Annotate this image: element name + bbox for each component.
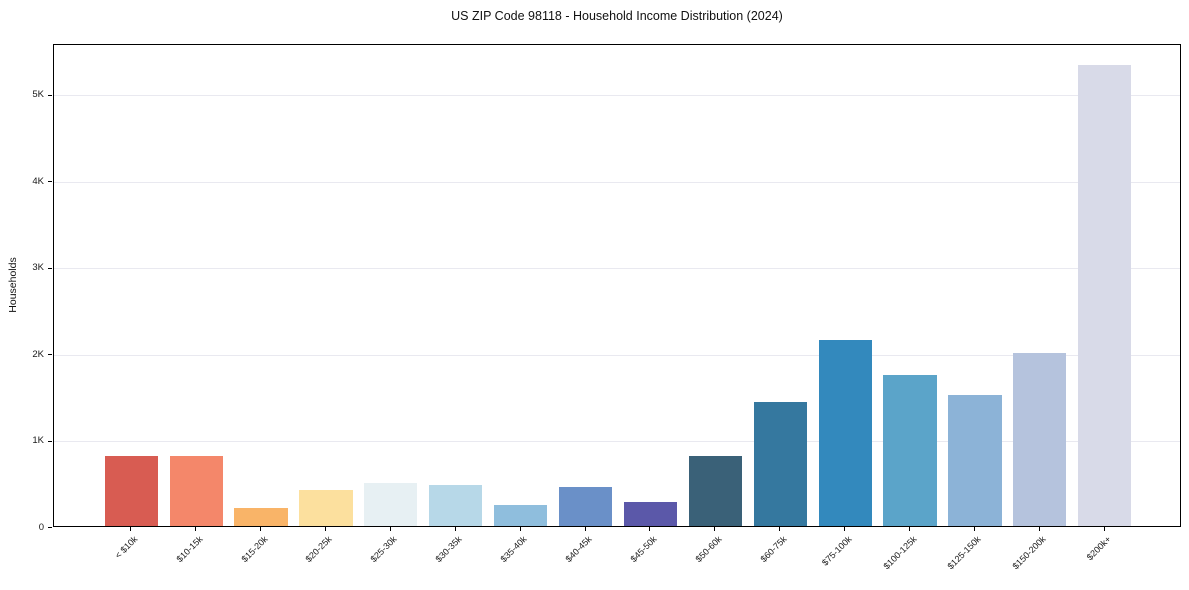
y-tick-label: 4K	[32, 175, 44, 187]
gridline	[54, 95, 1180, 97]
bar-10-15k	[169, 456, 223, 526]
bar-75-100k	[818, 340, 872, 526]
x-tick-label: $35-40k	[498, 534, 529, 565]
x-axis-tick	[649, 527, 651, 531]
gridline	[54, 181, 1180, 183]
x-axis-tick	[714, 527, 716, 531]
y-tick-label: 0	[38, 521, 44, 533]
x-tick-label: $10-15k	[174, 534, 205, 565]
x-axis-tick	[130, 527, 132, 531]
bar-100-125k	[883, 375, 937, 526]
gridline	[54, 354, 1180, 356]
y-axis-tick	[48, 354, 52, 356]
x-tick-label: $30-35k	[433, 534, 464, 565]
x-axis-tick	[260, 527, 262, 531]
x-tick-label: $20-25k	[303, 534, 335, 565]
bar-40-45k	[558, 487, 613, 526]
x-tick-label: $15-20k	[239, 534, 270, 565]
x-tick-label: $25-30k	[368, 534, 399, 565]
x-axis-tick	[584, 527, 586, 531]
x-axis-tick	[844, 527, 846, 531]
bar-200k	[1078, 65, 1132, 526]
x-axis-tick	[1103, 527, 1105, 531]
bar-35-40k	[494, 505, 548, 526]
x-axis-tick	[454, 527, 456, 531]
x-tick-label: $200k+	[1084, 534, 1113, 563]
bar-15-20k	[234, 507, 288, 526]
x-axis-tick	[195, 527, 197, 531]
x-axis-tick	[389, 527, 391, 531]
y-axis-tick	[48, 181, 52, 183]
bar-30-35k	[429, 484, 483, 526]
y-tick-label: 5K	[32, 89, 44, 101]
x-axis-tick	[324, 527, 326, 531]
bar-25-30k	[364, 482, 418, 526]
x-tick-label: $60-75k	[758, 534, 789, 565]
y-tick-label: 1K	[32, 435, 44, 447]
y-axis-tick	[48, 527, 52, 528]
x-axis-tick	[1038, 527, 1040, 531]
bar-45-50k	[623, 502, 678, 526]
x-axis-tick	[519, 527, 521, 531]
y-tick-label: 2K	[32, 348, 44, 360]
x-axis-tick	[779, 527, 781, 531]
y-axis-tick	[48, 94, 52, 96]
gridline	[54, 441, 1180, 443]
x-tick-label: $40-45k	[563, 534, 594, 565]
x-tick-label: $125-150k	[945, 534, 984, 572]
chart-title: US ZIP Code 98118 - Household Income Dis…	[451, 9, 783, 23]
x-axis-tick	[909, 527, 911, 531]
x-tick-label: $150-200k	[1010, 534, 1048, 572]
x-tick-label: < $10k	[112, 534, 140, 561]
bar-10k	[104, 456, 158, 526]
x-tick-label: $50-60k	[693, 534, 724, 565]
bar-125-150k	[948, 394, 1002, 526]
x-tick-label: $45-50k	[628, 534, 659, 565]
bar-60-75k	[753, 401, 807, 526]
plot-area	[53, 44, 1181, 527]
y-tick-label: 3K	[32, 262, 44, 274]
x-tick-label: $75-100k	[819, 534, 854, 568]
x-tick-label: $100-125k	[880, 534, 919, 572]
x-axis-tick	[973, 527, 975, 531]
bar-20-25k	[299, 489, 353, 526]
bar-150-200k	[1013, 353, 1067, 526]
gridline	[54, 268, 1180, 270]
bar-50-60k	[688, 455, 742, 526]
y-axis-tick	[48, 440, 52, 442]
y-axis-tick	[48, 267, 52, 269]
